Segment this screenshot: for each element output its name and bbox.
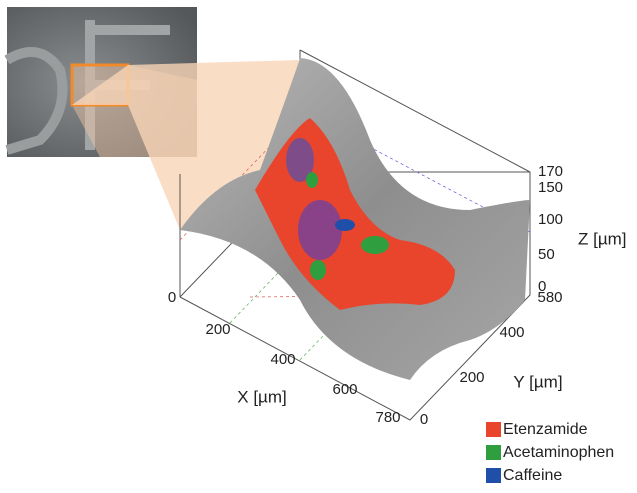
legend-label: Caffeine: [503, 467, 562, 484]
z-tick-label: 170: [538, 163, 563, 180]
legend-label: Acetaminophen: [503, 444, 614, 461]
legend-label: Etenzamide: [503, 421, 588, 438]
z-axis-label: Z [µm]: [578, 229, 627, 248]
chemical-map: [255, 118, 455, 310]
x-tick-label: 0: [168, 289, 176, 306]
z-tick-label: 0: [538, 278, 546, 295]
x-tick-label: 600: [332, 381, 357, 398]
x-tick-label: 400: [270, 351, 295, 368]
z-tick-label: 100: [538, 211, 563, 228]
x-tick-label: 200: [205, 321, 230, 338]
y-axis-label: Y [µm]: [513, 372, 562, 391]
y-tick-label: 580: [537, 289, 562, 306]
z-tick-label: 50: [538, 246, 555, 263]
legend-swatch: [486, 468, 501, 483]
x-axis-label: X [µm]: [237, 387, 286, 406]
legend-swatch: [486, 422, 501, 437]
y-tick-label: 0: [420, 411, 428, 428]
x-tick-label: 780: [375, 409, 400, 426]
legend-swatch: [486, 445, 501, 460]
z-tick-label: 150: [538, 179, 563, 196]
y-tick-label: 400: [499, 324, 524, 341]
y-tick-label: 200: [459, 369, 484, 386]
zoom-wedge: [72, 60, 300, 230]
